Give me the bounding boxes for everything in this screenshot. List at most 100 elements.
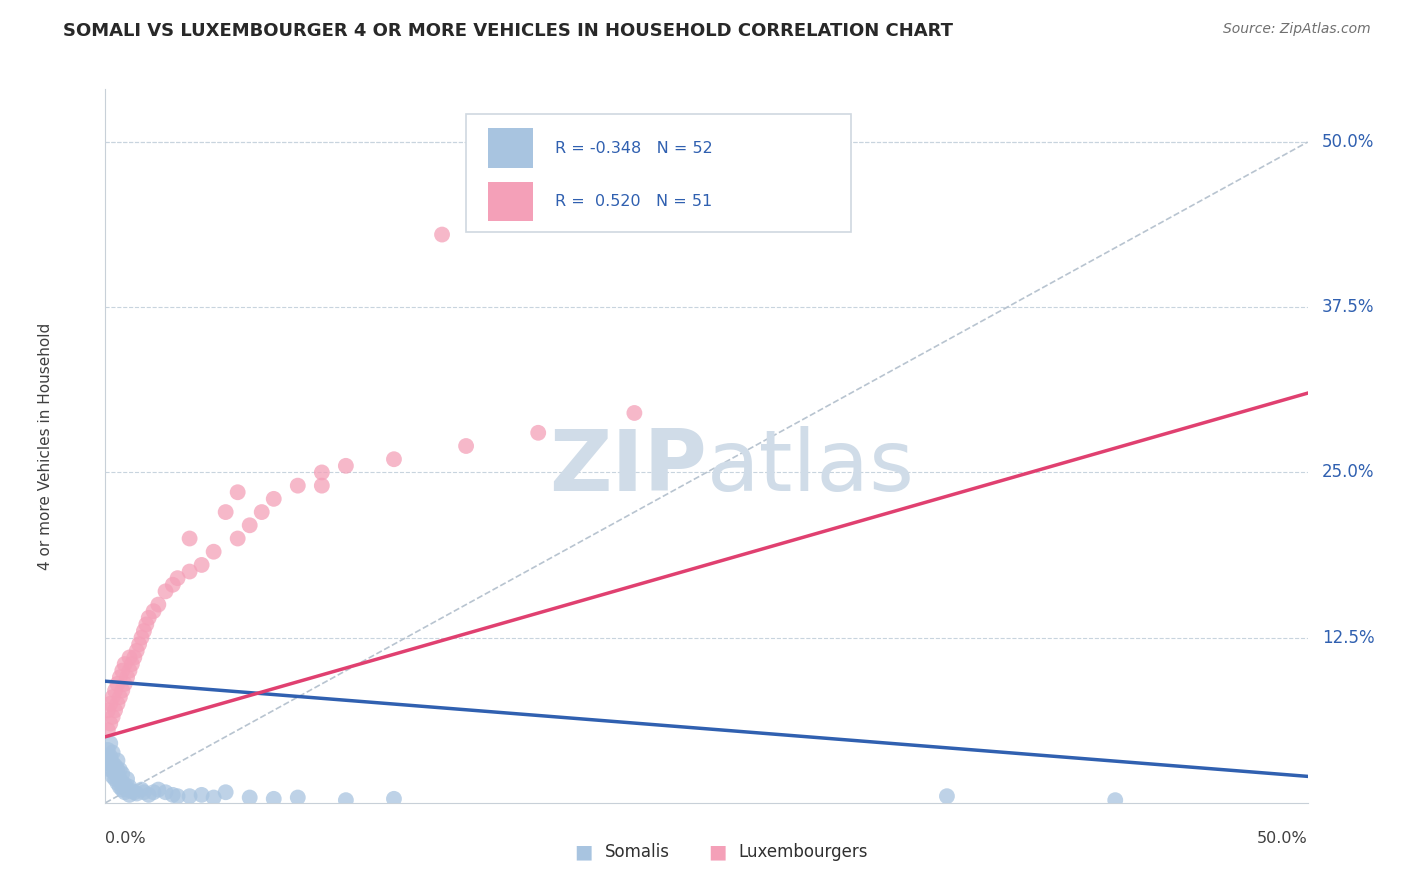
Point	[190, 788, 212, 802]
Point	[148, 598, 170, 612]
Point	[131, 631, 153, 645]
Point	[107, 754, 129, 768]
Point	[382, 452, 405, 467]
Point	[226, 485, 249, 500]
Point	[125, 787, 148, 801]
Point	[111, 782, 134, 797]
Point	[98, 756, 121, 771]
Point	[114, 777, 136, 791]
Point	[162, 578, 184, 592]
Bar	[488, 128, 533, 168]
Text: atlas: atlas	[707, 425, 914, 509]
Point	[138, 611, 160, 625]
Point	[108, 670, 131, 684]
Text: 37.5%: 37.5%	[1322, 298, 1375, 317]
Point	[430, 227, 453, 242]
Point	[97, 756, 120, 771]
Point	[124, 650, 146, 665]
Text: Somalis: Somalis	[605, 843, 669, 861]
Point	[128, 637, 150, 651]
Point	[115, 670, 138, 684]
Point	[202, 545, 225, 559]
Point	[214, 505, 236, 519]
Text: R =  0.520   N = 51: R = 0.520 N = 51	[555, 194, 713, 209]
Text: SOMALI VS LUXEMBOURGER 4 OR MORE VEHICLES IN HOUSEHOLD CORRELATION CHART: SOMALI VS LUXEMBOURGER 4 OR MORE VEHICLE…	[63, 22, 953, 40]
Point	[132, 785, 155, 799]
Point	[118, 650, 141, 665]
Point	[623, 406, 645, 420]
Point	[97, 743, 120, 757]
Point	[125, 644, 148, 658]
Point	[155, 785, 177, 799]
Point	[107, 677, 129, 691]
Point	[107, 776, 129, 790]
Point	[114, 657, 136, 671]
Point	[202, 790, 225, 805]
Point	[104, 683, 127, 698]
Point	[142, 785, 165, 799]
Point	[114, 677, 136, 691]
Point	[190, 558, 212, 572]
Text: Luxembourgers: Luxembourgers	[738, 843, 868, 861]
Point	[121, 657, 143, 671]
Text: R = -0.348   N = 52: R = -0.348 N = 52	[555, 141, 713, 155]
Point	[131, 782, 153, 797]
Point	[132, 624, 155, 638]
Text: 25.0%: 25.0%	[1322, 464, 1375, 482]
Point	[118, 780, 141, 794]
Point	[115, 782, 138, 797]
Point	[101, 746, 124, 760]
Point	[107, 697, 129, 711]
Point	[101, 763, 124, 777]
Text: 50.0%: 50.0%	[1322, 133, 1375, 151]
Point	[382, 792, 405, 806]
Point	[101, 710, 124, 724]
Point	[311, 466, 333, 480]
Point	[111, 766, 134, 780]
Point	[335, 793, 357, 807]
Point	[118, 664, 141, 678]
Point	[98, 716, 121, 731]
Point	[287, 790, 309, 805]
Point	[114, 785, 136, 799]
Point	[179, 565, 201, 579]
Point	[239, 790, 262, 805]
Point	[121, 784, 143, 798]
Point	[104, 759, 127, 773]
Point	[335, 458, 357, 473]
Point	[263, 491, 285, 506]
Text: 4 or more Vehicles in Household: 4 or more Vehicles in Household	[38, 322, 53, 570]
Point	[166, 571, 188, 585]
Point	[97, 749, 120, 764]
Point	[311, 478, 333, 492]
Point	[527, 425, 550, 440]
Point	[104, 703, 127, 717]
Point	[115, 772, 138, 786]
Point	[142, 604, 165, 618]
Point	[98, 697, 121, 711]
FancyBboxPatch shape	[465, 114, 851, 232]
Point	[155, 584, 177, 599]
Point	[179, 789, 201, 804]
Text: 0.0%: 0.0%	[105, 831, 146, 847]
Point	[97, 723, 120, 738]
Point	[1104, 793, 1126, 807]
Point	[101, 690, 124, 704]
Point	[166, 789, 188, 804]
Text: ■: ■	[574, 842, 593, 862]
Point	[118, 788, 141, 802]
Point	[179, 532, 201, 546]
Point	[135, 617, 157, 632]
Point	[936, 789, 959, 804]
Point	[108, 690, 131, 704]
Point	[287, 478, 309, 492]
Point	[108, 772, 131, 786]
Point	[111, 664, 134, 678]
Point	[214, 785, 236, 799]
Point	[107, 769, 129, 783]
Point	[98, 749, 121, 764]
Point	[97, 703, 120, 717]
Point	[250, 505, 273, 519]
Point	[239, 518, 262, 533]
Point	[124, 785, 146, 799]
